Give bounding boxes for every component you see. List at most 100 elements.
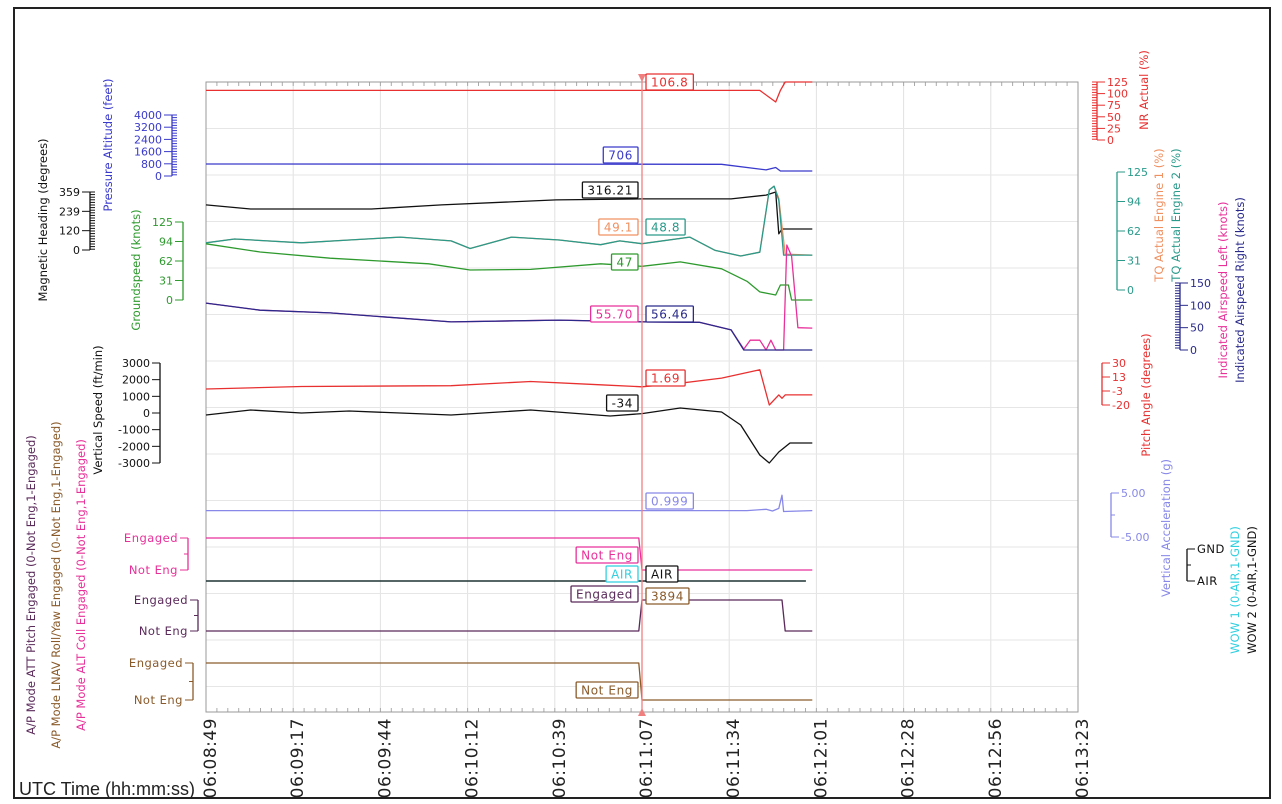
axis-tick-label: 5.00 bbox=[1121, 487, 1146, 500]
cursor-label-value: 0.999 bbox=[651, 495, 688, 509]
cursor-label-box bbox=[581, 181, 639, 199]
axis-tick-label: 0 bbox=[73, 244, 80, 257]
series-line-att-14 bbox=[206, 599, 813, 632]
cursor-label-box bbox=[645, 305, 695, 323]
axis-tick-label: 4000 bbox=[134, 109, 162, 122]
axis-tick-label: 125 bbox=[152, 216, 173, 229]
axis-tick-label: 2000 bbox=[122, 374, 150, 387]
axis-tick-label: 100 bbox=[1190, 299, 1211, 312]
axis-tick-label: 1000 bbox=[122, 390, 150, 403]
axis-title: WOW 1 (0-AIR,1-GND) bbox=[1228, 526, 1242, 654]
cursor-label-value: 706 bbox=[608, 149, 633, 163]
cursor-label-vacc: 0.999 bbox=[645, 492, 695, 510]
cursor-label-value: 48.8 bbox=[651, 221, 680, 235]
cursor-label-vs: -34 bbox=[605, 394, 639, 412]
cursor-label-gs: 47 bbox=[610, 253, 639, 271]
series-group bbox=[205, 81, 813, 701]
axis-tick-label: 125 bbox=[1127, 166, 1148, 179]
cursor-label-value: Not Eng bbox=[581, 684, 633, 698]
axis-title: Pressure Altitude (feet) bbox=[101, 78, 115, 211]
axis-tick-label: 50 bbox=[1190, 322, 1204, 335]
cursor-label-value: 56.46 bbox=[651, 308, 688, 322]
axis-vacc: -5.00 5.00 Vertical Acceleration (g) bbox=[1110, 459, 1173, 597]
cursor-label-box bbox=[598, 218, 639, 236]
cursor-label-box bbox=[605, 394, 639, 412]
x-tick-label: 06:11:07 bbox=[637, 718, 657, 798]
axis-title: Groundspeed (knots) bbox=[129, 209, 143, 330]
x-tick-label: 06:09:17 bbox=[288, 718, 308, 798]
cursor-label-wow: AIR bbox=[645, 565, 679, 583]
cursor-label-tq: 49.1 bbox=[598, 218, 639, 236]
axis-tick-label: 359 bbox=[59, 186, 80, 199]
cursor-label-box bbox=[589, 305, 639, 323]
axis-tick-label: 75 bbox=[1107, 99, 1121, 112]
cursor-handle-top bbox=[638, 74, 646, 82]
series-line-vs-9 bbox=[205, 407, 813, 464]
axis-title: TQ Actual Engine 1 (%) bbox=[1152, 148, 1166, 282]
cursor-label-box bbox=[575, 546, 639, 564]
axis-title: A/P Mode ALT Coll Engaged (0-Not Eng,1-E… bbox=[74, 439, 88, 731]
axis-tick-label: 0 bbox=[1190, 344, 1197, 357]
axis-tick-label: Engaged bbox=[134, 593, 188, 607]
cursor-label-value: AIR bbox=[651, 568, 673, 582]
axis-title: Vertical Acceleration (g) bbox=[1159, 459, 1173, 597]
cursor-label-nr: 106.8 bbox=[645, 73, 695, 91]
axis-tick-label: Not Eng bbox=[134, 693, 183, 707]
axis-hdg: 0 120 239 359 Magnetic Heading (degrees) bbox=[36, 138, 95, 302]
axis-tick-label: -3000 bbox=[118, 457, 150, 470]
axis-wow: AIR GND WOW 1 (0-AIR,1-GND) WOW 2 (0-AIR,1-… bbox=[1186, 526, 1259, 654]
cursor-label-box bbox=[602, 146, 639, 164]
axis-tick-label: AIR bbox=[1197, 574, 1218, 588]
cursor-label-box bbox=[605, 565, 639, 583]
time-cursor[interactable]: 106.8 706 316.21 49.1 48.8 47 55.70 56.46 1.69 -3… bbox=[570, 73, 695, 716]
series-line-pitch-8 bbox=[205, 369, 813, 406]
cursor-label-att: Engaged bbox=[570, 585, 639, 603]
axis-title: Magnetic Heading (degrees) bbox=[36, 138, 50, 301]
axis-title: Vertical Speed (ft/min) bbox=[91, 345, 105, 474]
cursor-label-pitch: 1.69 bbox=[645, 369, 686, 387]
cursor-label-ias: 55.70 bbox=[589, 305, 639, 323]
axis-tick-label: 25 bbox=[1107, 122, 1121, 135]
axis-tick-label: 62 bbox=[1127, 225, 1141, 238]
axis-tick-label: 50 bbox=[1107, 111, 1121, 124]
cursor-label-value: 49.1 bbox=[604, 221, 633, 235]
cursor-label-value: 3894 bbox=[651, 590, 684, 604]
axis-tick-label: 0 bbox=[143, 407, 150, 420]
cursor-label-tq: 48.8 bbox=[645, 218, 686, 236]
axis-tick-label: 1600 bbox=[134, 146, 162, 159]
cursor-label-box bbox=[575, 681, 639, 699]
axis-tick-label: -1000 bbox=[118, 424, 150, 437]
axis-tick-label: Not Eng bbox=[129, 563, 178, 577]
series-line-tq-4 bbox=[205, 185, 813, 257]
axis-tick-label: Engaged bbox=[129, 656, 183, 670]
axis-tick-label: 100 bbox=[1107, 88, 1128, 101]
axis-tick-label: 31 bbox=[1127, 255, 1141, 268]
axis-tick-label: Not Eng bbox=[139, 624, 188, 638]
series-line-vacc-10 bbox=[206, 494, 813, 513]
axis-title: TQ Actual Engine 2 (%) bbox=[1169, 148, 1183, 282]
axis-lnav: Not Eng Engaged A/P Mode LNAV Roll/Yaw Eng… bbox=[49, 421, 194, 749]
cursor-label-palt: 706 bbox=[602, 146, 639, 164]
cursor-label-lnav: Not Eng bbox=[575, 681, 639, 699]
axis-title: A/P Mode ATT Pitch Engaged (0-Not Eng,1-… bbox=[24, 435, 38, 734]
axis-tick-label: 62 bbox=[159, 255, 173, 268]
axis-tick-label: 94 bbox=[1127, 196, 1141, 209]
axis-tick-label: 0 bbox=[1107, 134, 1114, 147]
cursor-label-value: 106.8 bbox=[651, 76, 688, 90]
axis-title: NR Actual (%) bbox=[1137, 50, 1151, 130]
axis-tick-label: 13 bbox=[1112, 371, 1126, 384]
cursor-label-value: Engaged bbox=[576, 588, 633, 602]
x-tick-label: 06:13:23 bbox=[1073, 718, 1093, 798]
cursor-label-box bbox=[645, 73, 695, 91]
cursor-label-lnav: 3894 bbox=[645, 587, 690, 605]
axis-tq: 0 31 62 94 125 TQ Actual Engine 1 (%) TQ Actua… bbox=[1116, 148, 1183, 297]
cursor-label-value: AIR bbox=[611, 568, 633, 582]
cursor-label-value: 1.69 bbox=[651, 372, 680, 386]
axis-tick-label: -5.00 bbox=[1121, 531, 1149, 544]
cursor-label-box bbox=[645, 369, 686, 387]
axis-tick-label: 0 bbox=[1127, 284, 1134, 297]
